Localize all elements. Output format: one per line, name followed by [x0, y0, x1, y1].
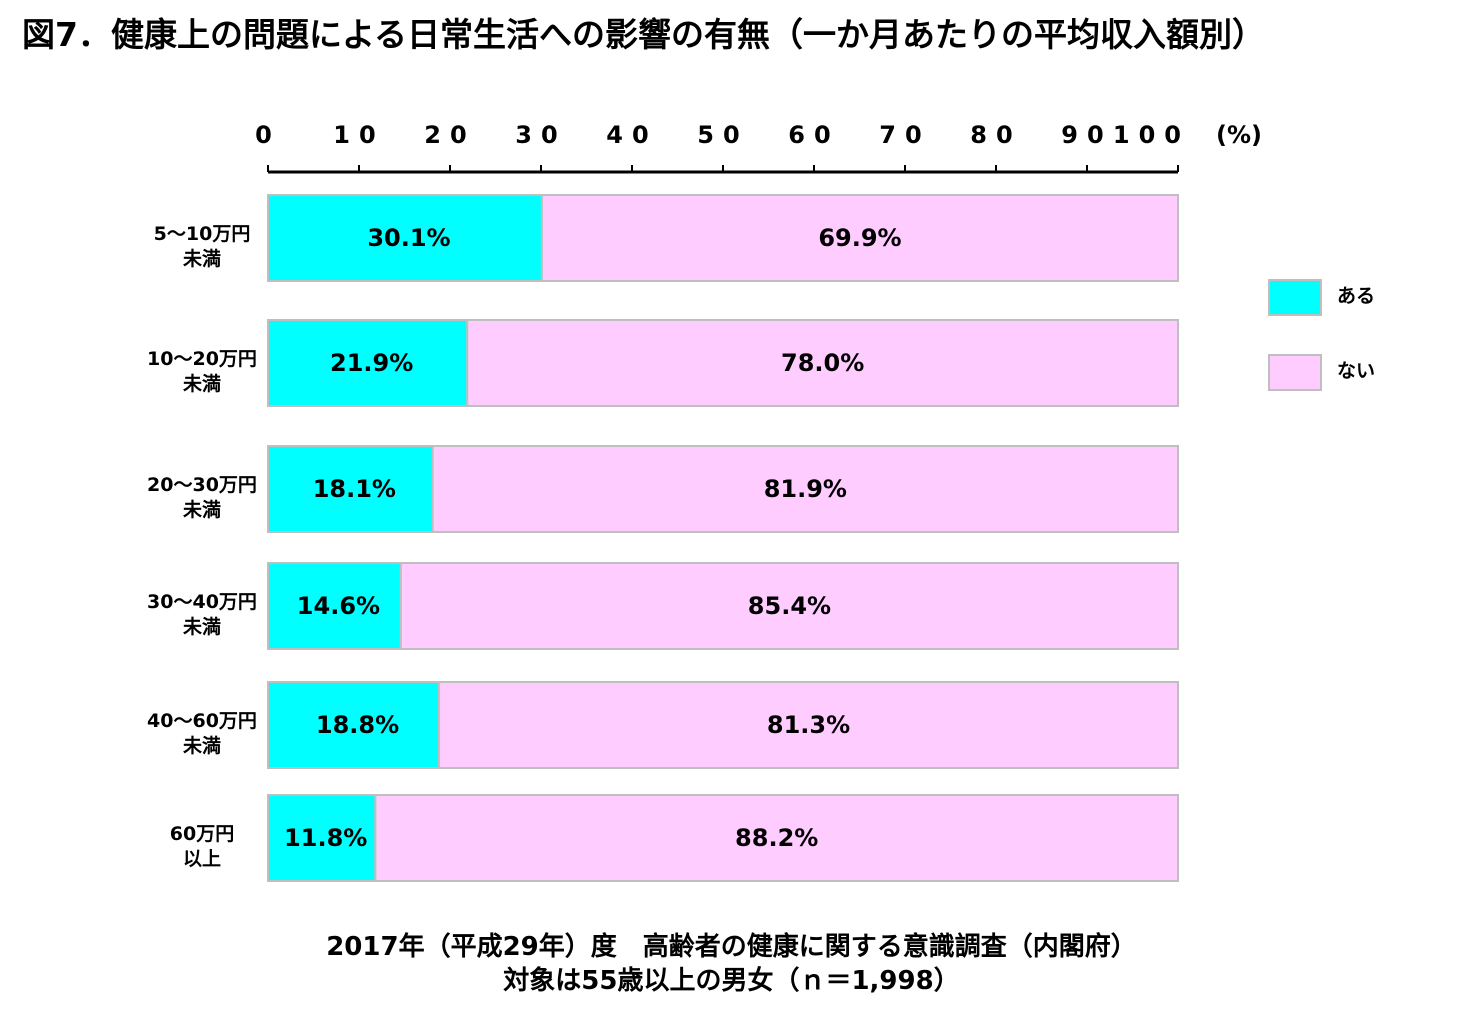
- bar-aru: [267, 445, 434, 533]
- data-label-nai: 78.0%: [781, 349, 864, 377]
- x-tick-label: 50: [697, 121, 748, 149]
- legend-swatch: [1268, 354, 1322, 391]
- category-label: 30〜40万円: [147, 591, 257, 613]
- legend-swatch: [1268, 279, 1322, 316]
- bar-nai: [374, 794, 1179, 882]
- x-tick-label: 20: [424, 121, 475, 149]
- x-axis: 0 10 20 30 40 50 60 70 80 90 100 (%): [255, 121, 1262, 174]
- source-note: 2017年（平成29年）度 高齢者の健康に関する意識調査（内閣府） 対象は55歳…: [0, 930, 1463, 998]
- bar-aru: [267, 562, 402, 650]
- category-label: 未満: [182, 247, 221, 270]
- category-label: 40〜60万円: [147, 710, 257, 732]
- legend-label: ない: [1337, 360, 1375, 382]
- x-tick-label: 10: [333, 121, 384, 149]
- data-label-nai: 69.9%: [818, 224, 901, 252]
- data-label-nai: 88.2%: [735, 824, 818, 852]
- x-tick-label: 70: [879, 121, 930, 149]
- x-tick-label: 30: [515, 121, 566, 149]
- bar-nai: [431, 445, 1179, 533]
- x-tick-label: 0: [255, 121, 281, 149]
- legend-label: ある: [1337, 285, 1375, 307]
- data-label-aru: 30.1%: [367, 224, 450, 252]
- bar-aru: [267, 794, 377, 882]
- bar-nai: [438, 681, 1179, 769]
- category-labels: 5〜10万円未満10〜20万円未満20〜30万円未満30〜40万円未満40〜60…: [147, 223, 257, 870]
- x-tick-label: 40: [606, 121, 657, 149]
- x-tick-label: 60: [788, 121, 839, 149]
- bar-nai: [466, 319, 1180, 407]
- data-label-nai: 81.9%: [764, 475, 847, 503]
- category-label: 5〜10万円: [154, 223, 251, 245]
- x-tick-label: 100: [1113, 121, 1190, 149]
- x-unit-label: (%): [1216, 121, 1262, 149]
- bar-aru: [267, 681, 441, 769]
- category-label: 20〜30万円: [147, 474, 257, 496]
- category-label: 10〜20万円: [147, 348, 257, 370]
- x-tick-label: 90: [1061, 121, 1112, 149]
- bar-aru: [267, 319, 469, 407]
- category-label: 60万円: [170, 823, 234, 845]
- category-label: 未満: [182, 615, 221, 638]
- bar-nai: [399, 562, 1179, 650]
- data-label-aru: 18.1%: [313, 475, 396, 503]
- category-label: 未満: [182, 372, 221, 395]
- category-label: 未満: [182, 498, 221, 521]
- source-line-1: 2017年（平成29年）度 高齢者の健康に関する意識調査（内閣府）: [326, 932, 1137, 962]
- bars: 30.1% 69.9% 21.9% 78.0% 18.1% 81.9% 14.6% 85.4%…: [267, 194, 1180, 882]
- bar-aru: [267, 194, 543, 282]
- category-label: 以上: [183, 848, 221, 870]
- bar-nai: [540, 194, 1179, 282]
- data-label-nai: 81.3%: [767, 711, 850, 739]
- data-label-aru: 11.8%: [284, 824, 367, 852]
- data-label-aru: 18.8%: [316, 711, 399, 739]
- source-line-2: 対象は55歳以上の男女（ｎ＝1,998）: [503, 966, 960, 996]
- x-tick-label: 80: [970, 121, 1021, 149]
- data-label-aru: 21.9%: [330, 349, 413, 377]
- data-label-nai: 85.4%: [748, 592, 831, 620]
- chart-title: 図7．健康上の問題による日常生活への影響の有無（一か月あたりの平均収入額別）: [22, 15, 1265, 54]
- category-label: 未満: [182, 734, 221, 757]
- data-label-aru: 14.6%: [297, 592, 380, 620]
